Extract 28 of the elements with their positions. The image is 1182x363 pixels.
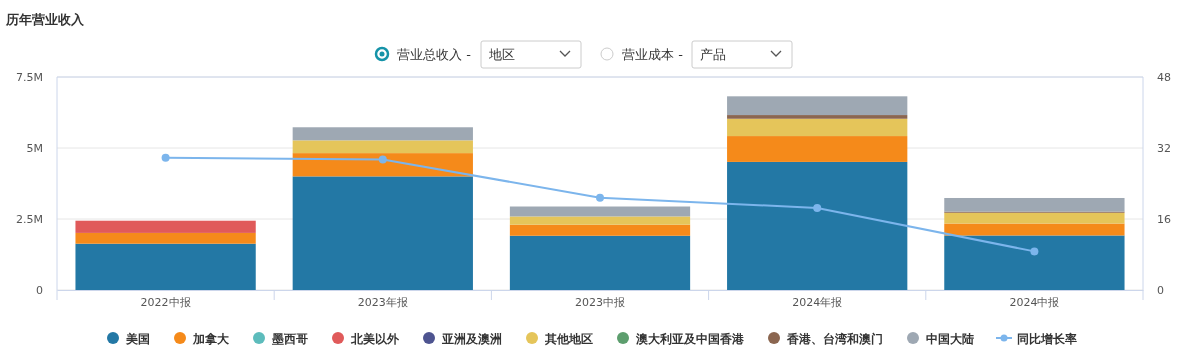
y2-tick-label: 16 — [1157, 213, 1171, 227]
x-tick-label: 2024年报 — [792, 295, 843, 309]
x-tick-label: 2023年报 — [357, 295, 408, 309]
legend-label: 香港、台湾和澳门 — [786, 331, 883, 346]
text: 营业成本 - — [622, 47, 684, 62]
legend-label: 中国大陆 — [926, 331, 974, 346]
x-tick-label: 2024中报 — [1009, 295, 1060, 309]
y-tick-label: 7.5M — [16, 71, 43, 85]
y2-tick-label: 0 — [1157, 284, 1164, 298]
y2-tick-label: 48 — [1157, 71, 1171, 85]
y-tick-label: 0 — [36, 284, 43, 298]
legend-label: 同比增长率 — [1017, 331, 1077, 346]
text: 产品 — [700, 47, 726, 62]
legend-label: 美国 — [125, 331, 150, 346]
text: 地区 — [488, 47, 515, 62]
legend-label: 其他地区 — [544, 331, 593, 346]
legend-label: 澳大利亚及中国香港 — [635, 331, 745, 346]
legend-label: 亚洲及澳洲 — [441, 331, 502, 346]
y-tick-label: 2.5M — [16, 213, 43, 227]
text: 营业总收入 - — [397, 47, 472, 62]
legend-label: 加拿大 — [192, 331, 230, 346]
legend-label: 北美以外 — [350, 331, 400, 346]
y-tick-label: 5M — [26, 142, 43, 156]
chart-title: 历年营业收入 — [5, 12, 85, 27]
legend-label: 墨西哥 — [271, 331, 308, 346]
x-tick-label: 2023中报 — [575, 295, 625, 309]
x-tick-label: 2022中报 — [140, 295, 191, 309]
y2-tick-label: 32 — [1157, 142, 1171, 156]
